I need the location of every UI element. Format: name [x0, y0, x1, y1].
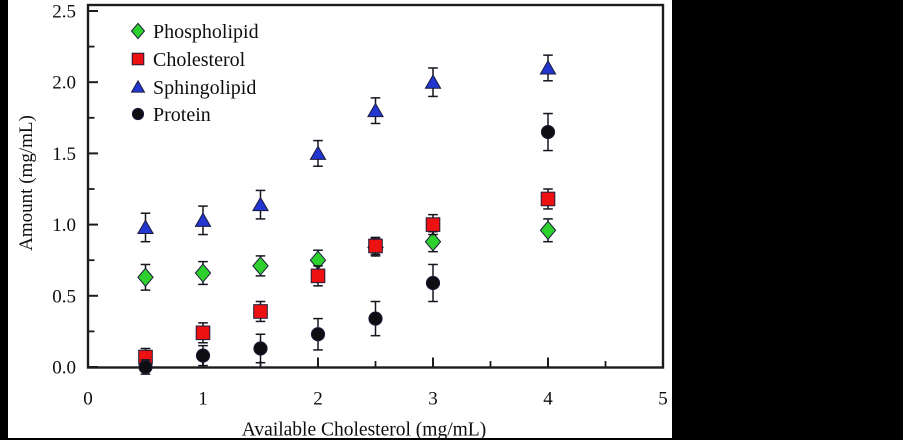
- data-point-protein-x1: [195, 348, 211, 363]
- series-sphingolipid: [137, 54, 557, 243]
- x-tick-label: 4: [543, 389, 553, 410]
- legend-marker-cholesterol: [131, 52, 145, 66]
- x-tick-label: 2: [313, 389, 323, 410]
- data-point-sphingolipid-x1: [194, 212, 212, 227]
- data-point-protein-x0.5: [138, 359, 153, 375]
- legend-marker-protein: [131, 107, 145, 121]
- legend-label-cholesterol: Cholesterol: [153, 49, 246, 71]
- data-point-protein-x1.5: [253, 341, 268, 356]
- legend-item-sphingolipid: Sphingolipid: [130, 77, 256, 99]
- data-point-phospholipid-x1: [194, 263, 212, 283]
- y-tick-label: 2.5: [52, 2, 76, 23]
- legend-label-phospholipid: Phospholipid: [153, 21, 259, 43]
- data-point-cholesterol-x2: [310, 268, 326, 284]
- x-axis-title: Available Cholesterol (mg/mL): [242, 420, 486, 440]
- data-point-cholesterol-x2.5: [368, 238, 383, 254]
- data-point-protein-x2: [310, 327, 326, 342]
- data-point-cholesterol-x4: [540, 191, 556, 207]
- legend-marker-phospholipid: [130, 22, 146, 40]
- data-point-cholesterol-x1: [195, 325, 211, 341]
- y-tick-label: 0.0: [52, 358, 76, 379]
- x-tick-label: 5: [658, 389, 668, 410]
- data-point-protein-x2.5: [368, 311, 383, 326]
- legend-label-sphingolipid: Sphingolipid: [153, 77, 256, 99]
- data-point-phospholipid-x0.5: [137, 267, 154, 288]
- x-tick-label: 0: [83, 389, 93, 410]
- y-tick-label: 1.0: [52, 215, 76, 236]
- data-point-phospholipid-x3: [424, 231, 442, 252]
- plot-frame: [86, 3, 665, 369]
- data-point-sphingolipid-x1.5: [252, 196, 269, 212]
- bottom-edge-strip: [0, 438, 903, 440]
- y-tick-label: 2.0: [52, 73, 76, 94]
- data-point-cholesterol-x3: [425, 217, 441, 232]
- data-point-sphingolipid-x0.5: [137, 219, 154, 234]
- data-point-protein-x4: [540, 124, 556, 140]
- data-point-phospholipid-x1.5: [252, 256, 269, 276]
- y-axis-title: Amount (mg/mL): [16, 115, 37, 251]
- series-cholesterol: [138, 188, 556, 367]
- data-point-sphingolipid-x2.5: [367, 102, 384, 118]
- data-point-cholesterol-x1.5: [253, 304, 268, 319]
- data-point-sphingolipid-x2: [309, 145, 327, 160]
- x-tick-label: 1: [198, 389, 208, 410]
- series-protein: [138, 112, 556, 375]
- legend-item-protein: Protein: [131, 104, 211, 126]
- x-tick-label: 3: [428, 389, 438, 410]
- y-tick-label: 1.5: [52, 144, 76, 165]
- data-point-phospholipid-x4: [539, 220, 557, 241]
- legend-item-cholesterol: Cholesterol: [131, 49, 246, 71]
- y-tick-label: 0.5: [52, 286, 76, 307]
- legend-label-protein: Protein: [153, 104, 211, 126]
- data-point-sphingolipid-x4: [539, 59, 557, 75]
- data-point-sphingolipid-x3: [424, 73, 442, 89]
- legend-item-phospholipid: Phospholipid: [130, 21, 259, 43]
- legend-marker-sphingolipid: [130, 79, 146, 93]
- data-point-protein-x3: [425, 275, 441, 291]
- series-phospholipid: [137, 218, 557, 291]
